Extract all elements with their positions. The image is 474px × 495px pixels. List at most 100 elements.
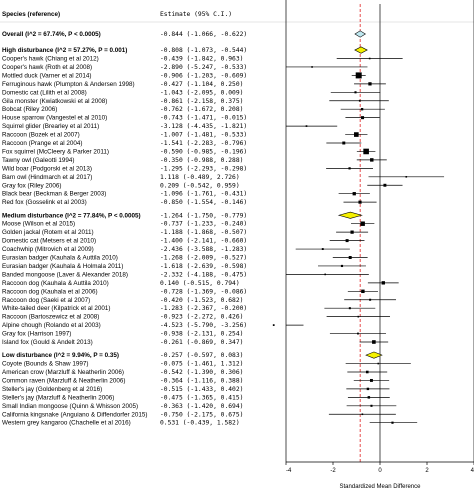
- study-point: [321, 248, 324, 251]
- study-point: [365, 370, 369, 374]
- study-label: Eurasian badger (Kauhala & Auttila 2010): [2, 255, 118, 262]
- study-point: [368, 57, 371, 60]
- overall-label: Overall (I^2 = 67.74%, P < 0.0005): [2, 30, 101, 38]
- study-point: [358, 200, 362, 204]
- study-label: Tawny owl (Galeotti 1994): [2, 157, 74, 164]
- study-point: [272, 324, 275, 326]
- group-estimate: -0.808 (-1.073, -0.544): [160, 47, 247, 54]
- study-estimate: -0.364 (-1.116, 0.388): [160, 377, 243, 384]
- study-estimate: -3.128 (-4.435, -1.821): [160, 123, 247, 130]
- group-label: Medium disturbance (I^2 = 77.84%, P < 0.…: [2, 211, 141, 219]
- study-estimate: -1.400 (-2.141, -0.660): [160, 238, 247, 245]
- study-label: Gray fox (Riley 2006): [2, 182, 62, 189]
- group-diamond: [337, 211, 363, 219]
- study-estimate: -2.332 (-4.188, -0.475): [160, 271, 247, 278]
- group-estimate: -0.257 (-0.597, 0.083): [160, 352, 243, 359]
- study-label: Small Indian mongoose (Quinn & Whisson 2…: [2, 403, 138, 410]
- study-point: [340, 264, 344, 268]
- reference-lines: [359, 4, 381, 462]
- study-estimate: -1.096 (-1.761, -0.431): [160, 191, 247, 198]
- study-label: California kingsnake (Anguiano & Diffend…: [2, 411, 148, 418]
- study-point: [357, 315, 360, 318]
- study-label: Island fox (Gould & Andelt 2013): [2, 339, 93, 346]
- study-point: [370, 404, 373, 407]
- study-estimate: 0.140 (-0.515, 0.794): [160, 280, 240, 287]
- study-estimate: -0.861 (-2.158, 0.375): [160, 98, 243, 105]
- study-point: [354, 91, 357, 94]
- study-point: [369, 298, 372, 301]
- group-label: Low disturbance (I^2 = 9.94%, P = 0.35): [2, 351, 119, 359]
- study-label: Mottled duck (Varner et al 2014): [2, 72, 92, 79]
- study-label: Bobcat (Riley 2006): [2, 106, 57, 113]
- study-label: Raccoon dog (Kauhala & Auttila 2010): [2, 280, 109, 287]
- study-estimate: -0.515 (-1.433, 0.402): [160, 386, 243, 393]
- study-label: Fox squirrel (McCleery & Parker 2011): [2, 148, 109, 155]
- study-point: [370, 158, 374, 162]
- study-point: [358, 99, 361, 102]
- study-point: [352, 192, 356, 196]
- study-estimate: -0.938 (-2.131, 0.254): [160, 331, 243, 338]
- study-estimate: -0.542 (-1.390, 0.306): [160, 369, 243, 376]
- study-point: [345, 239, 349, 243]
- study-label: Coyote (Bounds & Shaw 1997): [2, 361, 88, 368]
- study-point: [367, 396, 371, 399]
- study-label: Common raven (Marzluff & Neatherlin 2006…: [2, 377, 125, 384]
- study-estimate: -0.590 (-0.985, -0.196): [160, 148, 247, 155]
- study-point: [377, 362, 380, 365]
- study-estimate: -0.350 (-0.988, 0.288): [160, 157, 243, 164]
- study-estimate: -0.363 (-1.420, 0.694): [160, 403, 243, 410]
- study-label: Eurasian badger (Kauhala & Holmala 2011): [2, 263, 123, 270]
- x-tick-label: 2: [425, 468, 429, 474]
- study-label: Raccoon (Bozek et al 2007): [2, 132, 80, 139]
- x-tick-label: 0: [378, 468, 382, 474]
- study-estimate: -1.618 (-2.639, -0.598): [160, 263, 247, 270]
- study-estimate: -0.762 (-1.672, 0.208): [160, 106, 243, 113]
- study-estimate: -1.043 (-2.095, 0.009): [160, 89, 243, 96]
- study-label: Gray fox (Harrison 1997): [2, 331, 71, 338]
- study-estimate: -4.523 (-5.790, -3.256): [160, 322, 247, 329]
- study-point: [391, 421, 394, 424]
- overall-diamond: [354, 30, 366, 38]
- study-estimate: 0.209 (-0.542, 0.959): [160, 182, 240, 189]
- x-tick-label: -2: [330, 468, 336, 474]
- study-point: [361, 116, 365, 120]
- study-estimate: -0.743 (-1.471, -0.015): [160, 115, 247, 122]
- study-label: Cooper's hawk (Chiang et al 2012): [2, 56, 99, 63]
- study-point: [348, 307, 351, 310]
- study-label: Coachwhip (Mitrovich et al 2009): [2, 246, 94, 253]
- study-point: [360, 221, 365, 226]
- study-label: Red fox (Gosselink et al 2003): [2, 199, 87, 206]
- study-label: Cooper's hawk (Roth et al 2008): [2, 64, 92, 71]
- estimate-column-header: Estimate (95% C.I.): [160, 11, 232, 18]
- study-estimate: -0.906 (-1.203, -0.609): [160, 72, 247, 79]
- study-estimate: -0.427 (-1.104, 0.250): [160, 81, 243, 88]
- study-point: [355, 72, 362, 79]
- study-label: Steller's jay (Marzluff & Neatherlin 200…: [2, 394, 114, 401]
- study-column-header: Species (reference): [2, 11, 60, 18]
- study-estimate: -1.188 (-1.868, -0.507): [160, 229, 247, 236]
- study-estimate: 0.531 (-0.439, 1.582): [160, 420, 240, 427]
- study-label: Domestic cat (Lilith et al 2008): [2, 89, 87, 96]
- study-point: [357, 332, 359, 335]
- study-estimate: -0.737 (-1.233, -0.240): [160, 221, 247, 228]
- study-point: [405, 176, 408, 178]
- study-label: American crow (Marzluff & Neatherlin 200…: [2, 369, 124, 376]
- study-estimate: -1.007 (-1.481, -0.533): [160, 132, 247, 139]
- study-estimate: -0.850 (-1.554, -0.146): [160, 199, 247, 206]
- group-diamond: [354, 46, 368, 54]
- study-estimate: -2.436 (-3.588, -1.283): [160, 246, 247, 253]
- forest-rows: Overall (I^2 = 67.74%, P < 0.0005) -0.844…: [2, 30, 445, 427]
- study-label: Golden jackal (Rotem et al 2011): [2, 229, 94, 236]
- x-tick-label: 4: [471, 468, 474, 474]
- study-estimate: -0.439 (-1.842, 0.963): [160, 56, 243, 63]
- study-estimate: -1.541 (-2.283, -0.796): [160, 140, 247, 147]
- study-point: [361, 413, 364, 416]
- study-point: [361, 289, 365, 294]
- study-point: [342, 141, 346, 145]
- group-estimate: -1.264 (-1.750, -0.779): [160, 212, 247, 219]
- study-estimate: -0.075 (-1.461, 1.312): [160, 361, 243, 368]
- study-label: Black bear (Beckman & Berger 2003): [2, 191, 106, 198]
- study-point: [368, 82, 372, 86]
- study-label: Steller's jay (Goldenberg et al 2016): [2, 386, 102, 393]
